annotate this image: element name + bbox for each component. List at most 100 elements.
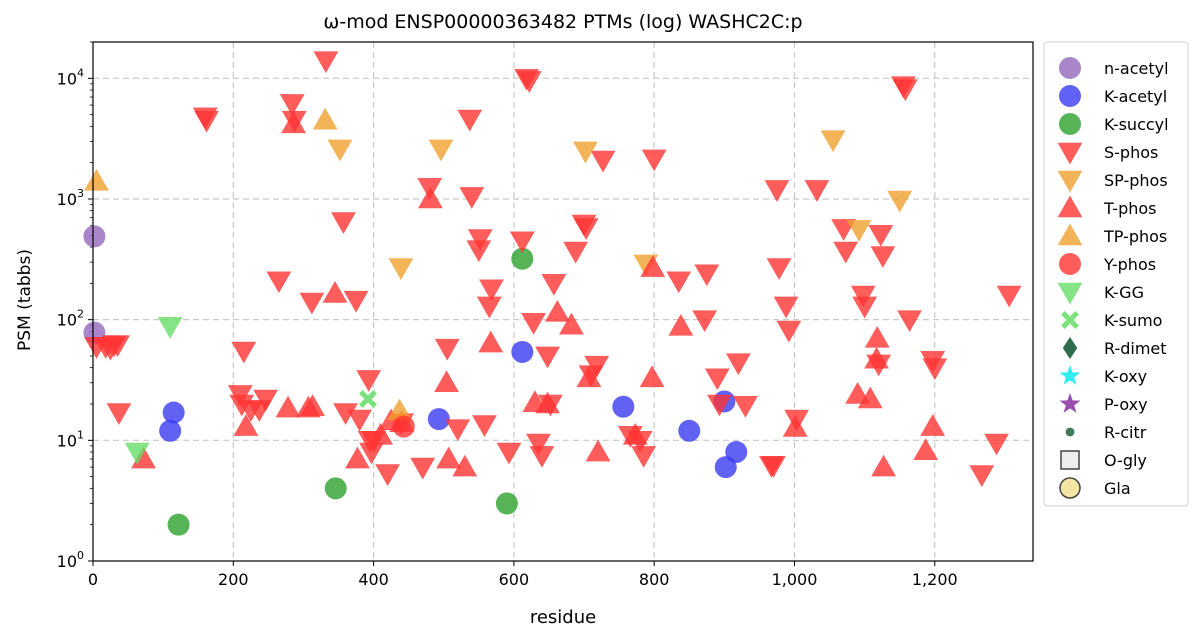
legend-label-p-oxy: P-oxy	[1104, 395, 1148, 414]
point-sp-phos	[327, 139, 353, 162]
point-k-gg	[124, 442, 150, 465]
point-t-phos	[535, 391, 560, 414]
point-t-phos	[322, 281, 348, 303]
point-k-succyl	[495, 492, 518, 515]
legend-marker-k-gg	[1057, 282, 1083, 305]
point-t-phos	[281, 111, 307, 134]
point-k-gg	[157, 317, 183, 339]
point-t-phos	[622, 422, 648, 445]
point-s-phos	[766, 258, 792, 281]
point-t-phos	[434, 370, 459, 393]
point-t-phos	[368, 422, 394, 445]
point-s-phos	[467, 229, 493, 251]
point-s-phos	[472, 415, 497, 438]
point-s-phos	[331, 212, 356, 234]
point-t-phos	[436, 446, 462, 469]
legend-marker-s-phos	[1057, 142, 1083, 165]
point-s-phos	[761, 456, 786, 478]
point-s-phos	[535, 346, 560, 369]
point-s-phos	[969, 465, 995, 488]
legend-label-r-citr: R-citr	[1104, 423, 1147, 442]
point-sp-phos	[573, 141, 598, 164]
point-s-phos	[343, 290, 369, 313]
legend-marker-r-dimet	[1062, 337, 1078, 359]
point-s-phos	[231, 341, 257, 364]
point-t-phos	[913, 438, 939, 461]
point-t-phos	[559, 312, 584, 335]
point-t-phos	[864, 346, 889, 369]
point-t-phos	[782, 414, 808, 437]
point-k-acetyl	[678, 419, 701, 442]
x-tick-label: 600	[499, 570, 530, 589]
point-k-acetyl	[427, 408, 450, 431]
point-s-phos	[299, 292, 325, 315]
legend-label-k-sumo: K-sumo	[1104, 311, 1162, 330]
point-t-phos	[544, 299, 570, 322]
point-s-phos	[279, 94, 305, 116]
point-s-phos	[359, 442, 384, 465]
point-s-phos	[466, 240, 492, 263]
point-s-phos	[870, 246, 896, 268]
chart-title: ω-mod ENSP00000363482 PTMs (log) WASHC2C…	[323, 11, 802, 33]
y-tick-label: 103	[57, 187, 84, 209]
point-s-phos	[347, 409, 372, 432]
point-s-phos	[666, 271, 692, 294]
legend-label-tp-phos: TP-phos	[1103, 227, 1167, 246]
point-tp-phos	[312, 107, 338, 130]
point-s-phos	[459, 187, 485, 209]
point-s-phos	[707, 394, 732, 417]
point-sp-phos	[820, 130, 846, 153]
point-sp-phos	[846, 220, 872, 242]
legend-marker-k-succyl	[1059, 113, 1081, 135]
point-s-phos	[764, 180, 790, 202]
point-sp-phos	[887, 190, 913, 213]
legend-label-k-succyl: K-succyl	[1104, 115, 1169, 134]
point-s-phos	[773, 296, 799, 319]
point-t-phos	[585, 439, 611, 462]
point-s-phos	[253, 389, 278, 412]
legend-marker-n-acetyl	[1059, 57, 1081, 79]
point-s-phos	[457, 109, 483, 132]
point-k-acetyl	[159, 419, 182, 442]
point-s-phos	[410, 457, 436, 480]
point-s-phos	[496, 442, 522, 465]
y-tick-label: 100	[57, 549, 84, 571]
legend-label-r-dimet: R-dimet	[1104, 339, 1167, 358]
point-s-phos	[852, 296, 878, 319]
point-k-sumo	[358, 390, 377, 409]
x-tick-label: 1,200	[912, 570, 958, 589]
point-s-phos	[375, 464, 401, 487]
point-s-phos	[266, 271, 292, 294]
point-s-phos	[922, 358, 948, 381]
axis-ticks: 0 200 400 600 800 1,000 1,200 100 101 102 103 104	[57, 41, 958, 589]
legend-label-k-oxy: K-oxy	[1104, 367, 1147, 386]
legend-marker-y-phos	[1059, 253, 1081, 275]
point-s-phos	[692, 310, 718, 333]
point-k-succyl	[167, 513, 190, 536]
legend-marker-r-citr	[1065, 427, 1075, 437]
legend-marker-t-phos	[1057, 195, 1083, 218]
grid	[93, 42, 1033, 561]
legend-label-s-phos: S-phos	[1104, 143, 1158, 162]
legend-marker-gla	[1059, 477, 1081, 499]
point-s-phos	[732, 396, 758, 418]
point-t-phos	[233, 414, 259, 436]
point-tp-phos	[84, 168, 109, 191]
point-t-phos	[418, 186, 443, 209]
point-s-phos	[590, 150, 616, 173]
legend-marker-k-sumo	[1061, 311, 1079, 329]
legend-label-k-gg: K-GG	[1104, 283, 1144, 302]
point-s-phos	[476, 296, 502, 319]
point-tp-phos	[387, 398, 412, 421]
point-s-phos	[333, 403, 358, 425]
point-t-phos	[857, 386, 883, 409]
point-s-phos	[106, 403, 132, 425]
legend-frame	[1043, 41, 1189, 507]
point-n-acetyl	[83, 225, 106, 248]
point-s-phos	[641, 149, 667, 172]
point-s-phos	[526, 433, 551, 456]
legend-marker-o-gly	[1060, 450, 1080, 470]
point-k-acetyl	[511, 340, 534, 363]
x-tick-label: 0	[88, 570, 98, 589]
